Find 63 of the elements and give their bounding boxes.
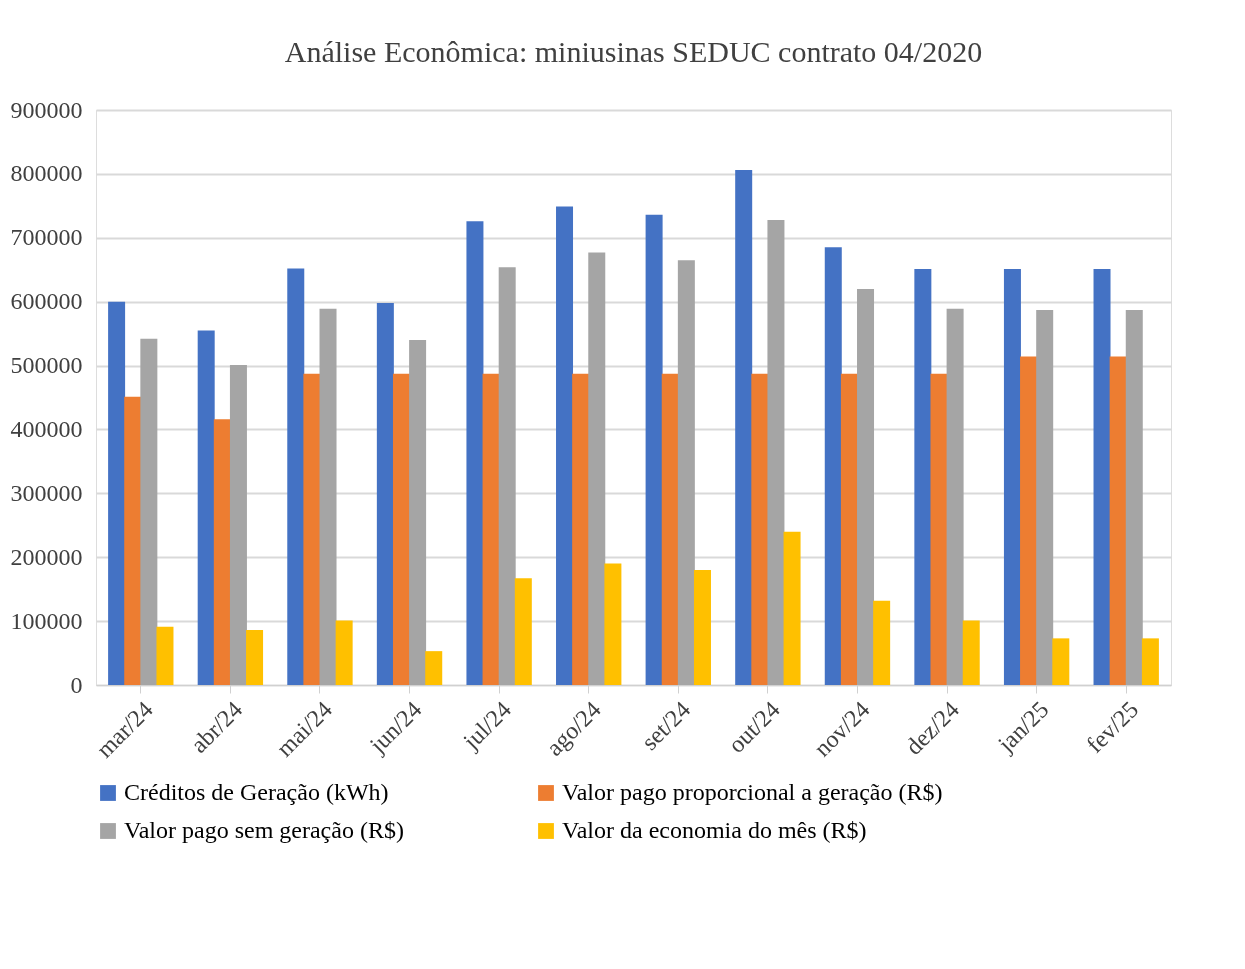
bar <box>735 170 753 685</box>
legend-label: Valor pago sem geração (R$) <box>124 817 404 843</box>
bar <box>946 308 964 685</box>
bar <box>783 531 801 685</box>
bar <box>335 620 353 685</box>
bar <box>466 221 484 685</box>
bar <box>751 373 769 685</box>
bar <box>197 330 215 685</box>
bar <box>857 288 875 685</box>
bar <box>1125 309 1143 685</box>
bar <box>824 247 842 685</box>
bar <box>319 308 337 685</box>
legend-label: Créditos de Geração (kWh) <box>124 779 389 805</box>
y-tick-label: 600000 <box>10 288 83 315</box>
bar <box>1020 356 1038 685</box>
bar <box>229 364 247 685</box>
bar <box>376 302 394 685</box>
chart-title: Análise Econômica: miniusinas SEDUC contrato 04/2020 <box>284 35 983 68</box>
bar <box>140 338 158 685</box>
bar <box>1003 269 1021 685</box>
bar <box>124 396 142 685</box>
bar <box>514 578 532 685</box>
y-tick-label: 900000 <box>10 96 83 123</box>
bar <box>1093 269 1111 685</box>
bar <box>498 267 516 685</box>
bar <box>693 570 711 685</box>
y-tick-label: 300000 <box>10 479 83 506</box>
bar <box>914 269 932 685</box>
bar <box>1109 356 1127 685</box>
bar <box>1052 638 1070 685</box>
legend-label: Valor da economia do mês (R$) <box>562 817 867 843</box>
bar <box>482 373 500 685</box>
bar <box>930 373 948 685</box>
bar <box>1036 309 1054 685</box>
y-tick-label: 100000 <box>10 607 83 634</box>
bar <box>588 252 606 685</box>
bar <box>246 630 264 685</box>
bar <box>108 301 126 685</box>
y-tick-label: 200000 <box>10 543 83 570</box>
y-tick-label: 0 <box>70 671 83 698</box>
bar <box>556 206 574 685</box>
y-tick-label: 500000 <box>10 352 83 379</box>
bar <box>287 268 305 685</box>
bar <box>677 260 695 685</box>
y-tick-label: 400000 <box>10 415 83 442</box>
bar <box>425 651 443 685</box>
bar <box>645 214 663 685</box>
bar <box>572 373 590 685</box>
bar <box>156 626 174 685</box>
bar <box>661 373 679 685</box>
bar <box>840 373 858 685</box>
bar <box>1141 638 1159 685</box>
bar <box>767 219 785 685</box>
bar <box>962 620 980 685</box>
bar <box>604 563 622 685</box>
bar <box>392 373 410 685</box>
bar <box>873 600 891 685</box>
legend-label: Valor pago proporcional a geração (R$) <box>562 779 943 805</box>
bar <box>409 340 427 685</box>
y-tick-label: 700000 <box>10 224 83 251</box>
y-tick-label: 800000 <box>10 160 83 187</box>
bar <box>213 419 231 685</box>
bar <box>303 373 321 685</box>
